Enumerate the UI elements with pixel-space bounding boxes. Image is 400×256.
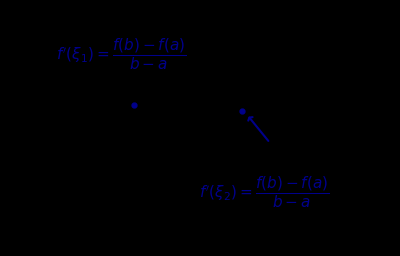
Text: $f'(\xi_2) = \dfrac{f(b) - f(a)}{b - a}$: $f'(\xi_2) = \dfrac{f(b) - f(a)}{b - a}$ [199, 175, 329, 210]
Text: $f'(\xi_1) = \dfrac{f(b) - f(a)}{b - a}$: $f'(\xi_1) = \dfrac{f(b) - f(a)}{b - a}$ [56, 37, 187, 72]
